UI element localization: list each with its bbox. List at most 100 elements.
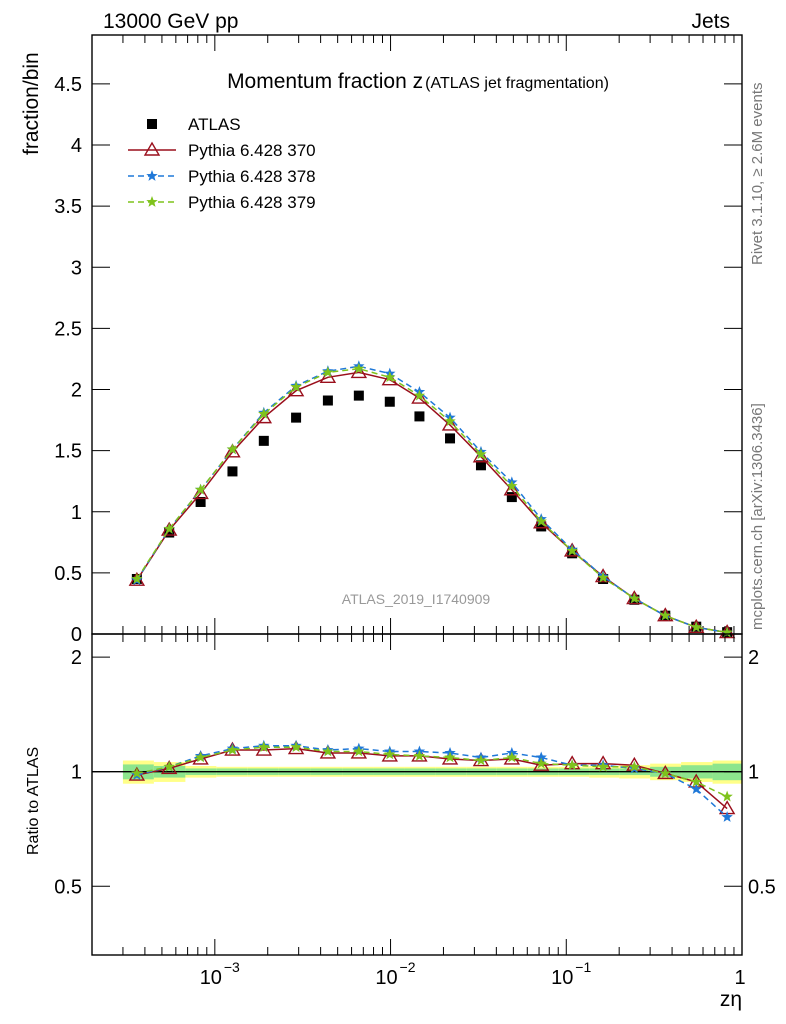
ratio-ytick-label-right: 0.5 bbox=[748, 876, 776, 898]
main-series-point-0 bbox=[353, 390, 364, 401]
main-title: Momentum fraction z (ATLAS jet fragmentat… bbox=[227, 70, 609, 93]
legend-label-0: ATLAS bbox=[188, 115, 241, 134]
ratio-series-point-2 bbox=[690, 775, 702, 787]
main-ytick-label: 4 bbox=[71, 135, 82, 157]
ratio-series-point-2 bbox=[226, 744, 239, 755]
main-series-point-3 bbox=[384, 371, 396, 383]
main-series-point-3 bbox=[566, 544, 578, 556]
main-panel: 0 0.5 1 1.5 2 2.5 3 3.5 4 4.5 bbox=[54, 34, 743, 646]
ratio-series-point-2 bbox=[322, 745, 334, 757]
main-series-point-3 bbox=[290, 381, 302, 392]
main-series-point-3 bbox=[258, 407, 270, 419]
main-series-point-3 bbox=[131, 572, 143, 584]
main-series-point-0 bbox=[536, 521, 547, 532]
ratio-series-point-2 bbox=[290, 741, 302, 753]
main-series-point-3 bbox=[535, 515, 547, 527]
main-series-point-1 bbox=[472, 448, 490, 463]
main-series-point-0 bbox=[195, 496, 206, 507]
main-title-sub: (ATLAS jet fragmentation) bbox=[425, 75, 609, 92]
main-series-point-3 bbox=[690, 621, 702, 633]
ratio-series-point-2 bbox=[659, 767, 671, 779]
ratio-series-point-0 bbox=[381, 747, 399, 762]
ratio-ytick-label-right: 2 bbox=[748, 647, 759, 669]
ratio-series-point-2 bbox=[506, 751, 518, 763]
ratio-series-point-2 bbox=[194, 751, 207, 763]
x-tick-label-one: 1 bbox=[734, 967, 745, 989]
ratio-ytick-label: 0.5 bbox=[54, 876, 82, 898]
ratio-series-point-2 bbox=[413, 749, 426, 761]
ratio-ytick-label-right: 1 bbox=[748, 762, 759, 784]
ratio-series-line-1 bbox=[136, 744, 728, 818]
ratio-ytick-label: 1 bbox=[71, 762, 82, 784]
ratio-series-point-2 bbox=[384, 748, 396, 760]
main-series-point-3 bbox=[322, 366, 334, 378]
legend-marker-3 bbox=[146, 196, 158, 207]
main-series-point-3 bbox=[475, 448, 487, 460]
ratio-series-point-0 bbox=[563, 755, 581, 770]
ratio-series-line-2 bbox=[136, 746, 728, 798]
main-series-point-1 bbox=[532, 514, 550, 529]
main-series-point-3 bbox=[413, 389, 426, 401]
main-series-point-3 bbox=[721, 626, 733, 638]
main-series-point-1 bbox=[350, 364, 368, 379]
main-series-point-3 bbox=[226, 443, 239, 455]
main-title-text: Momentum fraction z bbox=[227, 70, 423, 93]
x-tick-label-exponent: −1 bbox=[575, 959, 591, 975]
analysis-id: ATLAS_2019_I1740909 bbox=[342, 591, 491, 607]
ratio-series-point-2 bbox=[721, 790, 733, 802]
main-ytick-label: 1 bbox=[71, 502, 82, 524]
main-series-point-3 bbox=[506, 480, 518, 491]
main-series-point-3 bbox=[163, 522, 175, 534]
mcplots-label: mcplots.cern.ch [arXiv:1306.3436] bbox=[749, 403, 766, 630]
main-series-point-0 bbox=[258, 435, 269, 446]
main-series-point-1 bbox=[224, 443, 241, 458]
ratio-series-point-2 bbox=[566, 759, 578, 771]
ratio-series-point-2 bbox=[163, 760, 175, 772]
main-series-point-3 bbox=[628, 592, 641, 604]
main-series-point-0 bbox=[506, 492, 517, 503]
main-series-point-1 bbox=[503, 481, 521, 496]
main-series-point-1 bbox=[319, 368, 337, 383]
x-tick-label: 10 bbox=[551, 967, 573, 989]
main-series-point-3 bbox=[444, 415, 456, 427]
ratio-series-point-1 bbox=[721, 811, 733, 822]
main-ytick-label: 4.5 bbox=[54, 74, 82, 96]
main-ytick-label: 2.5 bbox=[54, 318, 82, 340]
main-series-point-3 bbox=[597, 571, 609, 583]
main-series-point-0 bbox=[445, 433, 456, 444]
ratio-series-point-2 bbox=[353, 745, 365, 757]
x-tick-label-exponent: −2 bbox=[400, 959, 416, 975]
ratio-series-point-2 bbox=[628, 760, 641, 772]
ratio-series-point-0 bbox=[160, 760, 178, 775]
legend-label-3: Pythia 6.428 379 bbox=[188, 193, 316, 212]
main-series-point-0 bbox=[414, 411, 425, 422]
main-series-point-0 bbox=[227, 466, 238, 477]
ratio-series-point-2 bbox=[444, 751, 456, 763]
ratio-frame bbox=[91, 633, 743, 956]
main-ytick-label: 0.5 bbox=[54, 563, 82, 585]
main-series-point-1 bbox=[287, 382, 305, 397]
ratio-series-point-2 bbox=[475, 754, 487, 766]
ratio-series-point-0 bbox=[319, 744, 337, 759]
main-ytick-label: 3.5 bbox=[54, 196, 82, 218]
legend-marker-1 bbox=[143, 141, 161, 156]
ratio-series-point-2 bbox=[131, 767, 143, 779]
main-ytick-label: 2 bbox=[71, 380, 82, 402]
x-axis-label: zη bbox=[720, 988, 742, 1011]
main-series-point-1 bbox=[411, 389, 428, 404]
rivet-label: Rivet 3.1.10, ≥ 2.6M events bbox=[749, 83, 766, 266]
main-ytick-label: 3 bbox=[71, 257, 82, 279]
ratio-series-point-0 bbox=[255, 741, 273, 756]
legend-marker-2 bbox=[146, 170, 158, 181]
main-series-point-1 bbox=[192, 485, 209, 500]
ratio-series-point-1 bbox=[535, 751, 547, 763]
main-series-point-1 bbox=[160, 521, 178, 536]
ratio-series-point-2 bbox=[258, 741, 270, 753]
x-tick-label: 10 bbox=[375, 967, 397, 989]
ratio-series-point-1 bbox=[690, 783, 702, 794]
main-ytick-label: 0 bbox=[71, 624, 82, 646]
main-series-point-0 bbox=[291, 412, 302, 423]
legend-marker-0 bbox=[147, 119, 157, 129]
ratio-panel: 0.5 0.51 12 210 −3 10 −2 10 −1 1 bbox=[54, 633, 776, 989]
